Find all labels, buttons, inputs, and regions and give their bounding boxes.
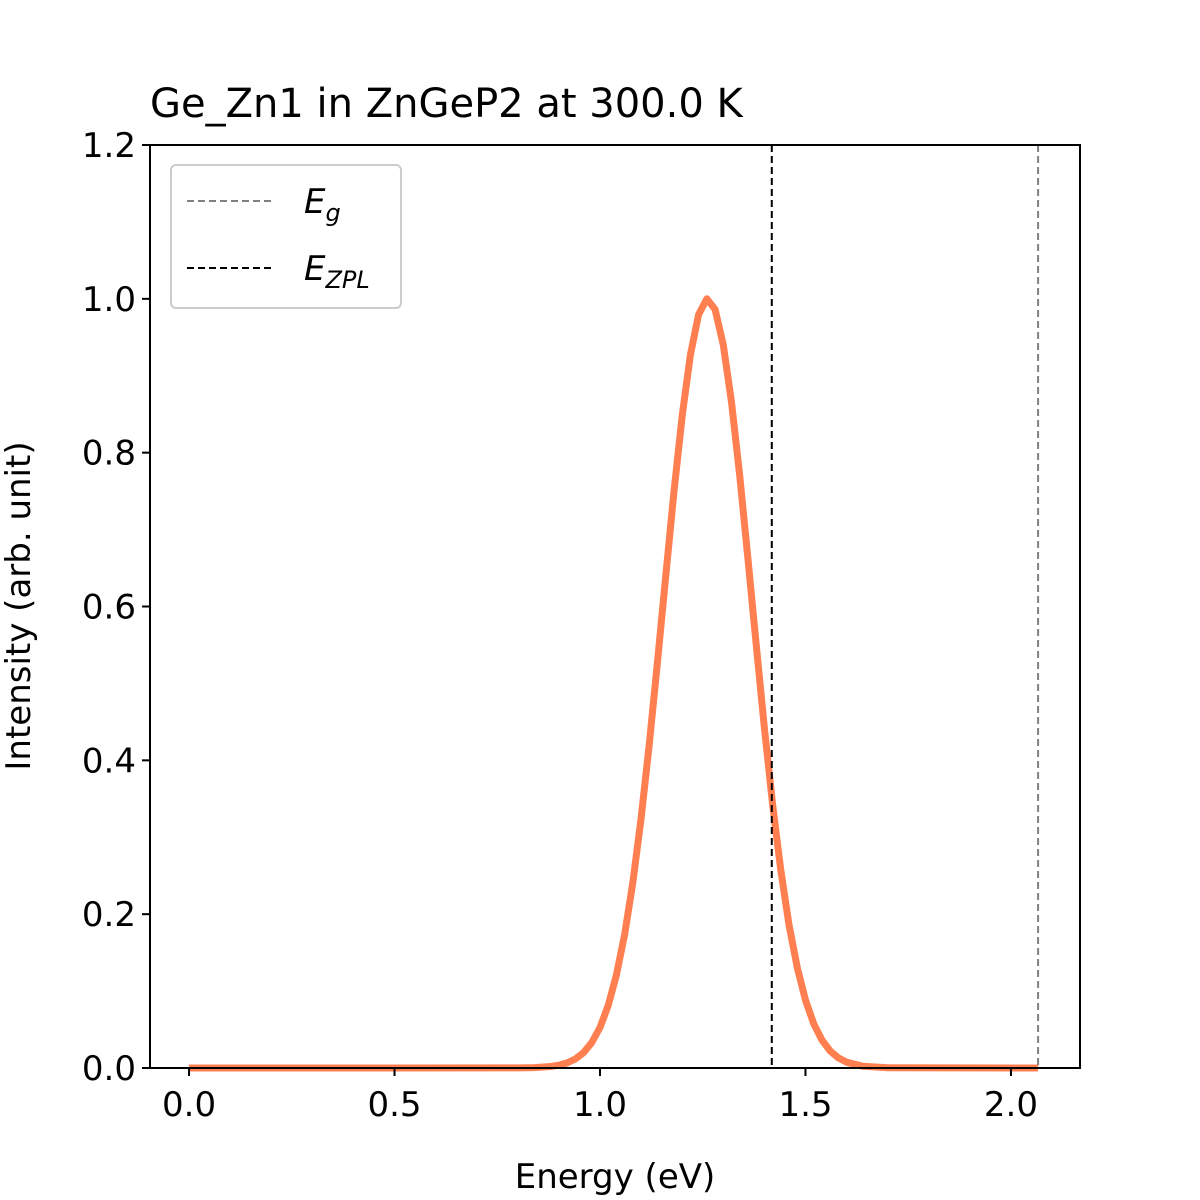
legend-eg-main: E bbox=[304, 182, 326, 222]
x-axis: 0.0 0.5 1.0 1.5 2.0 bbox=[162, 1068, 1038, 1125]
x-tick-label: 0.5 bbox=[367, 1085, 421, 1125]
x-tick-label: 1.0 bbox=[573, 1085, 627, 1125]
x-axis-label: Energy (eV) bbox=[515, 1157, 716, 1197]
series-line bbox=[188, 295, 1039, 1072]
y-tick-label: 0.6 bbox=[82, 588, 136, 628]
legend-ezpl-sub: ZPL bbox=[324, 266, 369, 294]
legend-label-eg: Eg bbox=[304, 182, 341, 227]
y-tick-label: 0.2 bbox=[82, 895, 136, 935]
y-tick-label: 1.2 bbox=[82, 126, 136, 166]
legend-ezpl-main: E bbox=[304, 249, 326, 289]
legend-label-ezpl: EZPL bbox=[304, 249, 370, 294]
y-tick-label: 1.0 bbox=[82, 280, 136, 320]
plot-frame bbox=[149, 144, 1081, 1069]
legend-eg-sub: g bbox=[325, 199, 340, 227]
legend: Eg EZPL bbox=[170, 164, 402, 309]
chart-title: Ge_Zn1 in ZnGeP2 at 300.0 K bbox=[150, 81, 744, 127]
plot-area bbox=[188, 145, 1040, 1072]
x-tick-label: 1.5 bbox=[778, 1085, 832, 1125]
x-tick-label: 0.0 bbox=[162, 1085, 216, 1125]
y-axis-label: Intensity (arb. unit) bbox=[0, 441, 39, 770]
y-tick-label: 0.8 bbox=[82, 434, 136, 474]
y-tick-label: 0.0 bbox=[82, 1049, 136, 1089]
legend-box bbox=[170, 164, 402, 309]
y-axis: 0.0 0.2 0.4 0.6 0.8 1.0 1.2 bbox=[82, 126, 150, 1089]
y-tick-label: 0.4 bbox=[82, 741, 136, 781]
x-tick-label: 2.0 bbox=[984, 1085, 1038, 1125]
